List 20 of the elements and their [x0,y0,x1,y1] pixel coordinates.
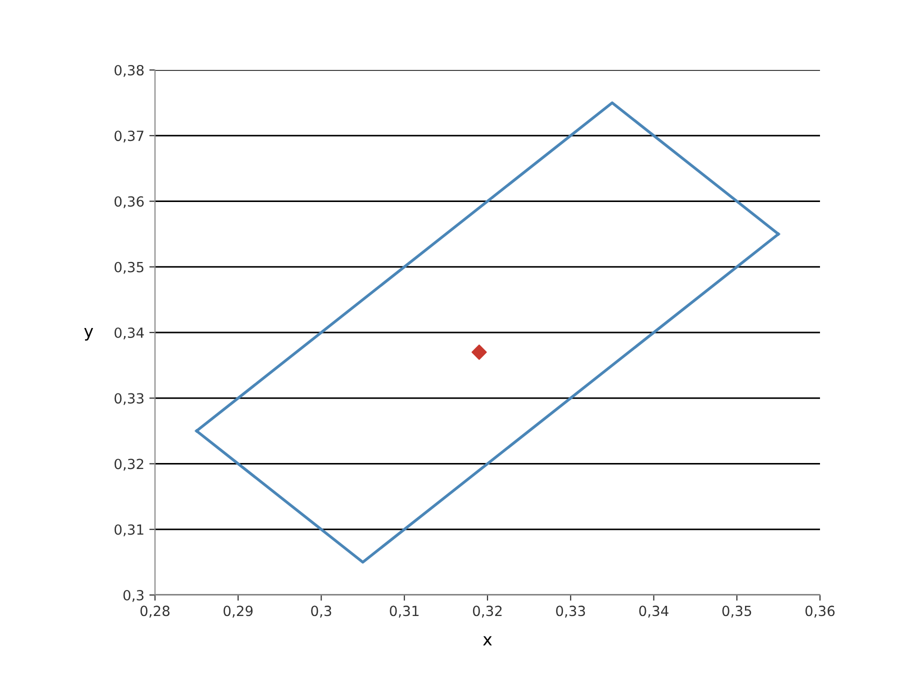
y-tick-label: 0,38 [114,64,144,77]
y-tick-label: 0,36 [114,196,144,208]
x-tick-label: 0,34 [639,606,668,618]
y-tick-label: 0,3 [123,590,144,602]
y-tick-label: 0,37 [114,130,144,143]
x-tick-label: 0,32 [472,606,502,618]
y-tick-label: 0,33 [114,393,144,406]
x-tick-label: 0,35 [722,606,752,618]
x-tick-label: 0,3 [311,606,332,618]
y-tick-label: 0,34 [114,327,144,340]
y-tick-label: 0,32 [114,458,144,471]
x-tick-label: 0,33 [556,606,585,618]
y-axis-title: y [84,328,94,341]
x-axis-title: x [483,636,492,646]
x-tick-label: 0,28 [140,606,170,618]
y-tick-label: 0,35 [114,262,144,274]
x-tick-label: 0,36 [805,606,835,618]
x-tick-label: 0,31 [390,606,419,618]
x-tick-label: 0,29 [224,606,253,618]
y-tick-label: 0,31 [114,524,144,536]
